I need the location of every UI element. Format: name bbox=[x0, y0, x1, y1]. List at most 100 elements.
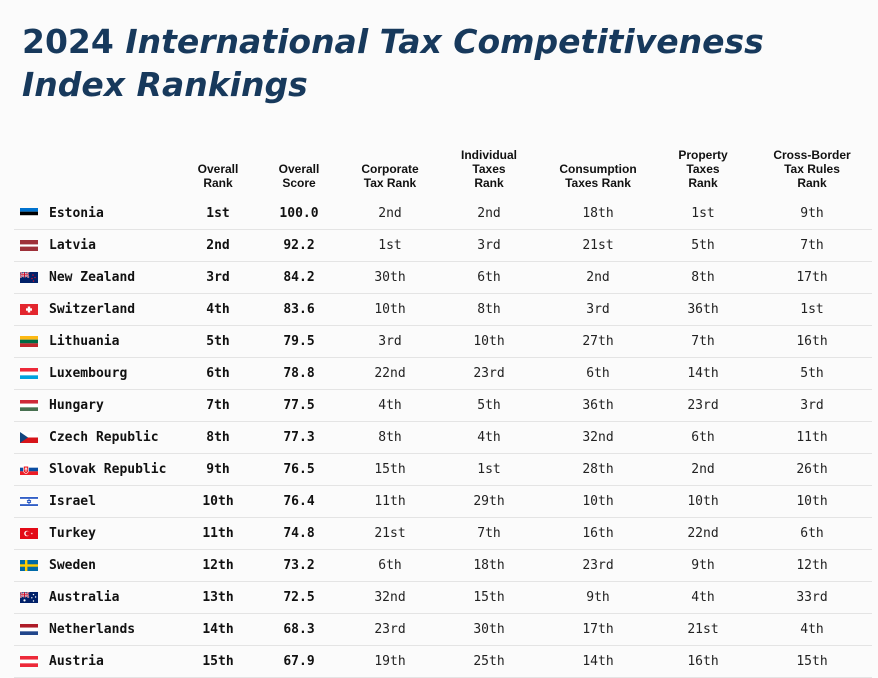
header-property-taxes-rank: Property Taxes Rank bbox=[678, 148, 728, 190]
individual-taxes-rank-cell: 5th bbox=[436, 389, 542, 422]
country-cell: Hungary bbox=[14, 389, 182, 422]
cross-border-tax-rules-rank-cell: 9th bbox=[752, 198, 872, 230]
overall-score-cell: 67.9 bbox=[254, 645, 344, 678]
country-cell: Israel bbox=[14, 485, 182, 518]
country-cell: Slovak Republic bbox=[14, 453, 182, 486]
country-name: Latvia bbox=[49, 238, 96, 253]
table-row: Hungary 7th 77.5 4th 5th 36th 23rd 3rd bbox=[14, 389, 872, 422]
consumption-taxes-rank-cell: 28th bbox=[542, 453, 654, 486]
country-cell: Lithuania bbox=[14, 325, 182, 358]
cross-border-tax-rules-rank-cell: 11th bbox=[752, 421, 872, 454]
cross-border-tax-rules-rank-cell: 3rd bbox=[752, 389, 872, 422]
table-row: Estonia 1st 100.0 2nd 2nd 18th 1st 9th bbox=[14, 198, 872, 230]
property-taxes-rank-cell: 10th bbox=[654, 485, 752, 518]
corporate-tax-rank-cell: 10th bbox=[344, 293, 436, 326]
country-cell: Austria bbox=[14, 645, 182, 678]
overall-rank-cell: 3rd bbox=[182, 261, 254, 294]
individual-taxes-rank-cell: 2nd bbox=[436, 198, 542, 230]
overall-score-cell: 77.5 bbox=[254, 389, 344, 422]
consumption-taxes-rank-cell: 14th bbox=[542, 645, 654, 678]
property-taxes-rank-cell: 9th bbox=[654, 549, 752, 582]
overall-score-cell: 100.0 bbox=[254, 198, 344, 230]
country-cell: Turkey bbox=[14, 517, 182, 550]
overall-score-cell: 74.8 bbox=[254, 517, 344, 550]
new-zealand-flag-icon bbox=[20, 272, 38, 283]
consumption-taxes-rank-cell: 36th bbox=[542, 389, 654, 422]
overall-rank-cell: 1st bbox=[182, 198, 254, 230]
table-row: Czech Republic 8th 77.3 8th 4th 32nd 6th 11th bbox=[14, 421, 872, 454]
consumption-taxes-rank-cell: 3rd bbox=[542, 293, 654, 326]
property-taxes-rank-cell: 23rd bbox=[654, 389, 752, 422]
cross-border-tax-rules-rank-cell: 33rd bbox=[752, 581, 872, 614]
slovak-republic-flag-icon bbox=[20, 464, 38, 475]
table-row: Luxembourg 6th 78.8 22nd 23rd 6th 14th 5th bbox=[14, 357, 872, 390]
overall-rank-cell: 10th bbox=[182, 485, 254, 518]
country-cell: Czech Republic bbox=[14, 421, 182, 454]
overall-score-cell: 68.3 bbox=[254, 613, 344, 646]
individual-taxes-rank-cell: 1st bbox=[436, 453, 542, 486]
header-country bbox=[14, 138, 182, 198]
corporate-tax-rank-cell: 2nd bbox=[344, 198, 436, 230]
corporate-tax-rank-cell: 32nd bbox=[344, 581, 436, 614]
switzerland-flag-icon bbox=[20, 304, 38, 315]
title-main: International Tax Competitiveness Index … bbox=[22, 22, 764, 104]
country-cell: Estonia bbox=[14, 198, 182, 230]
property-taxes-rank-cell: 1st bbox=[654, 198, 752, 230]
overall-score-cell: 73.2 bbox=[254, 549, 344, 582]
overall-rank-cell: 5th bbox=[182, 325, 254, 358]
cross-border-tax-rules-rank-cell: 1st bbox=[752, 293, 872, 326]
consumption-taxes-rank-cell: 17th bbox=[542, 613, 654, 646]
overall-rank-cell: 2nd bbox=[182, 229, 254, 262]
country-cell: Australia bbox=[14, 581, 182, 614]
table-row: Switzerland 4th 83.6 10th 8th 3rd 36th 1st bbox=[14, 293, 872, 326]
property-taxes-rank-cell: 14th bbox=[654, 357, 752, 390]
cross-border-tax-rules-rank-cell: 26th bbox=[752, 453, 872, 486]
corporate-tax-rank-cell: 15th bbox=[344, 453, 436, 486]
consumption-taxes-rank-cell: 2nd bbox=[542, 261, 654, 294]
corporate-tax-rank-cell: 4th bbox=[344, 389, 436, 422]
table-row: Australia 13th 72.5 32nd 15th 9th 4th 33rd bbox=[14, 581, 872, 614]
property-taxes-rank-cell: 6th bbox=[654, 421, 752, 454]
cross-border-tax-rules-rank-cell: 5th bbox=[752, 357, 872, 390]
country-cell: New Zealand bbox=[14, 261, 182, 294]
country-name: Switzerland bbox=[49, 302, 136, 317]
country-name: Austria bbox=[49, 654, 104, 669]
header-consumption-taxes-rank: Consumption Taxes Rank bbox=[559, 162, 637, 190]
consumption-taxes-rank-cell: 16th bbox=[542, 517, 654, 550]
property-taxes-rank-cell: 5th bbox=[654, 229, 752, 262]
country-name: Hungary bbox=[49, 398, 104, 413]
header-row: Overall Rank Overall Score Corporate Tax Ra… bbox=[14, 138, 872, 198]
cross-border-tax-rules-rank-cell: 4th bbox=[752, 613, 872, 646]
country-name: Slovak Republic bbox=[49, 462, 167, 477]
overall-rank-cell: 13th bbox=[182, 581, 254, 614]
turkey-flag-icon bbox=[20, 528, 38, 539]
rankings-table: Overall Rank Overall Score Corporate Tax Ra… bbox=[14, 138, 872, 678]
property-taxes-rank-cell: 36th bbox=[654, 293, 752, 326]
cross-border-tax-rules-rank-cell: 7th bbox=[752, 229, 872, 262]
luxembourg-flag-icon bbox=[20, 368, 38, 379]
corporate-tax-rank-cell: 11th bbox=[344, 485, 436, 518]
individual-taxes-rank-cell: 3rd bbox=[436, 229, 542, 262]
corporate-tax-rank-cell: 21st bbox=[344, 517, 436, 550]
country-cell: Switzerland bbox=[14, 293, 182, 326]
corporate-tax-rank-cell: 6th bbox=[344, 549, 436, 582]
individual-taxes-rank-cell: 8th bbox=[436, 293, 542, 326]
table-row: New Zealand 3rd 84.2 30th 6th 2nd 8th 17th bbox=[14, 261, 872, 294]
table-row: Sweden 12th 73.2 6th 18th 23rd 9th 12th bbox=[14, 549, 872, 582]
czech-republic-flag-icon bbox=[20, 432, 38, 443]
cross-border-tax-rules-rank-cell: 12th bbox=[752, 549, 872, 582]
individual-taxes-rank-cell: 30th bbox=[436, 613, 542, 646]
consumption-taxes-rank-cell: 9th bbox=[542, 581, 654, 614]
consumption-taxes-rank-cell: 6th bbox=[542, 357, 654, 390]
table-row: Austria 15th 67.9 19th 25th 14th 16th 15th bbox=[14, 645, 872, 678]
corporate-tax-rank-cell: 22nd bbox=[344, 357, 436, 390]
overall-score-cell: 83.6 bbox=[254, 293, 344, 326]
cross-border-tax-rules-rank-cell: 16th bbox=[752, 325, 872, 358]
australia-flag-icon bbox=[20, 592, 38, 603]
overall-rank-cell: 6th bbox=[182, 357, 254, 390]
individual-taxes-rank-cell: 29th bbox=[436, 485, 542, 518]
overall-score-cell: 72.5 bbox=[254, 581, 344, 614]
overall-rank-cell: 9th bbox=[182, 453, 254, 486]
cross-border-tax-rules-rank-cell: 15th bbox=[752, 645, 872, 678]
overall-rank-cell: 7th bbox=[182, 389, 254, 422]
